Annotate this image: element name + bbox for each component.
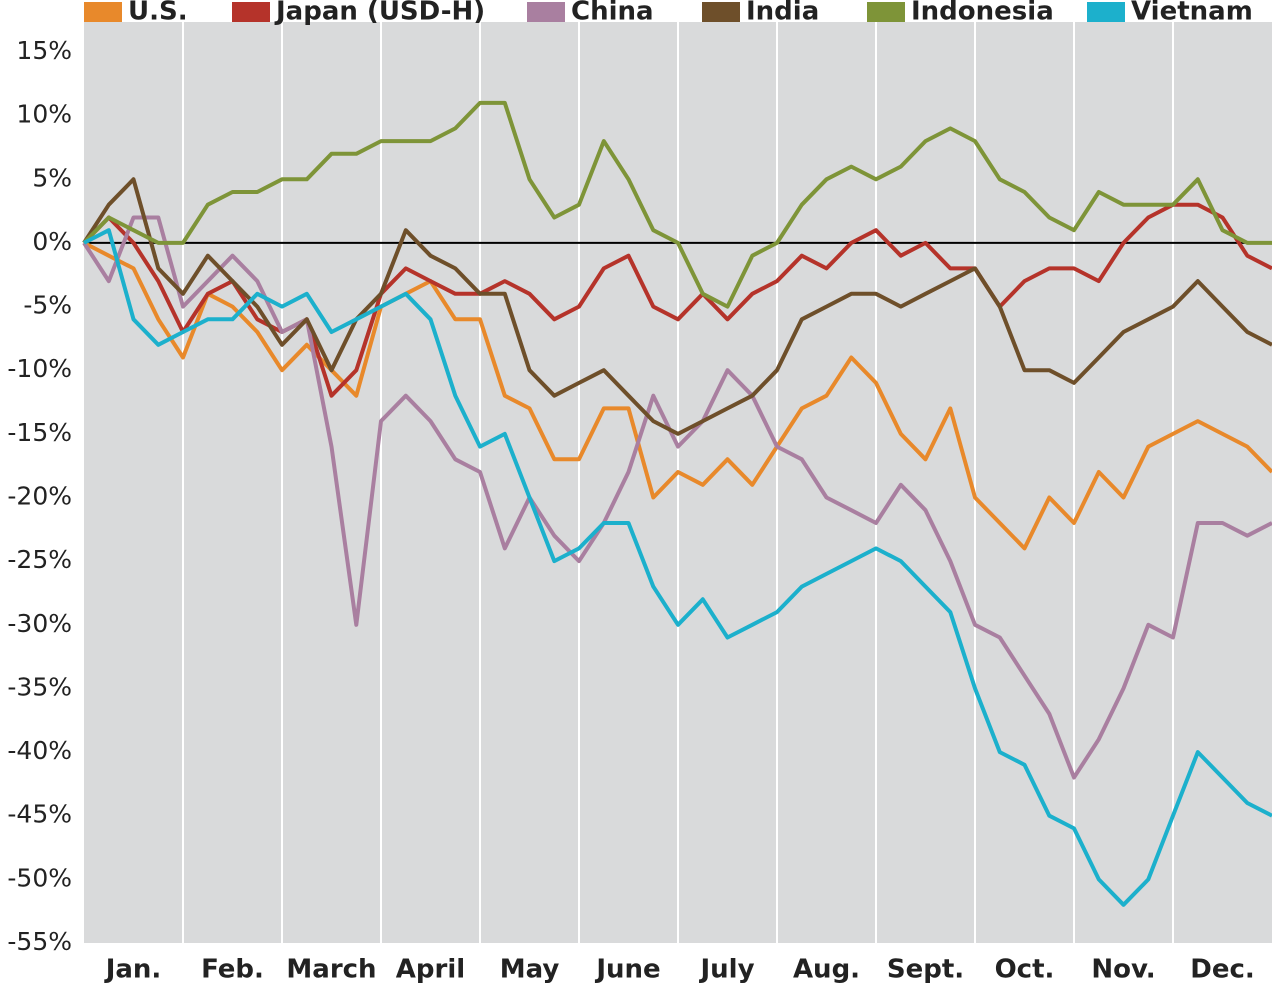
x-tick-label: Sept. [887,955,964,985]
y-tick-label: -50% [7,863,72,892]
legend-swatch [867,2,905,22]
legend-label: Indonesia [911,0,1054,27]
x-tick-label: Jan. [104,955,162,985]
y-tick-label: -45% [7,800,72,829]
x-tick-label: Nov. [1091,955,1155,985]
series-line [82,215,1272,780]
x-tick-label: Oct. [995,955,1055,985]
y-tick-label: -25% [7,545,72,574]
y-tick-label: -15% [7,418,72,447]
legend-swatch [527,2,565,22]
legend-label: U.S. [128,0,188,27]
y-tick-label: -5% [23,291,72,320]
legend-swatch [1087,2,1125,22]
y-tick-label: -20% [7,482,72,511]
legend-label: Vietnam [1131,0,1253,27]
x-tick-label: June [594,955,660,985]
x-tick-label: Aug. [793,955,860,985]
y-tick-label: -10% [7,354,72,383]
y-tick-label: -40% [7,736,72,765]
y-tick-label: -55% [7,927,72,956]
legend-swatch [232,2,270,22]
series-line [83,241,1272,551]
y-tick-label: 15% [16,36,72,65]
x-tick-label: May [500,955,560,985]
x-tick-label: July [698,955,754,985]
series-line [83,228,1272,907]
legend-swatch [702,2,740,22]
x-tick-label: March [286,955,376,985]
series-line [82,177,1272,436]
legend-label: India [746,0,819,27]
x-tick-label: April [396,955,465,985]
legend-label: Japan (USD-H) [274,0,485,27]
series-line [82,100,1272,309]
y-tick-label: -35% [7,672,72,701]
y-tick-label: -30% [7,609,72,638]
x-tick-label: Dec. [1190,955,1255,985]
y-tick-label: 0% [32,227,72,256]
legend-swatch [84,2,122,22]
y-tick-label: 10% [16,100,72,129]
legend-label: China [571,0,654,27]
x-tick-label: Feb. [201,955,264,985]
y-tick-label: 5% [32,163,72,192]
